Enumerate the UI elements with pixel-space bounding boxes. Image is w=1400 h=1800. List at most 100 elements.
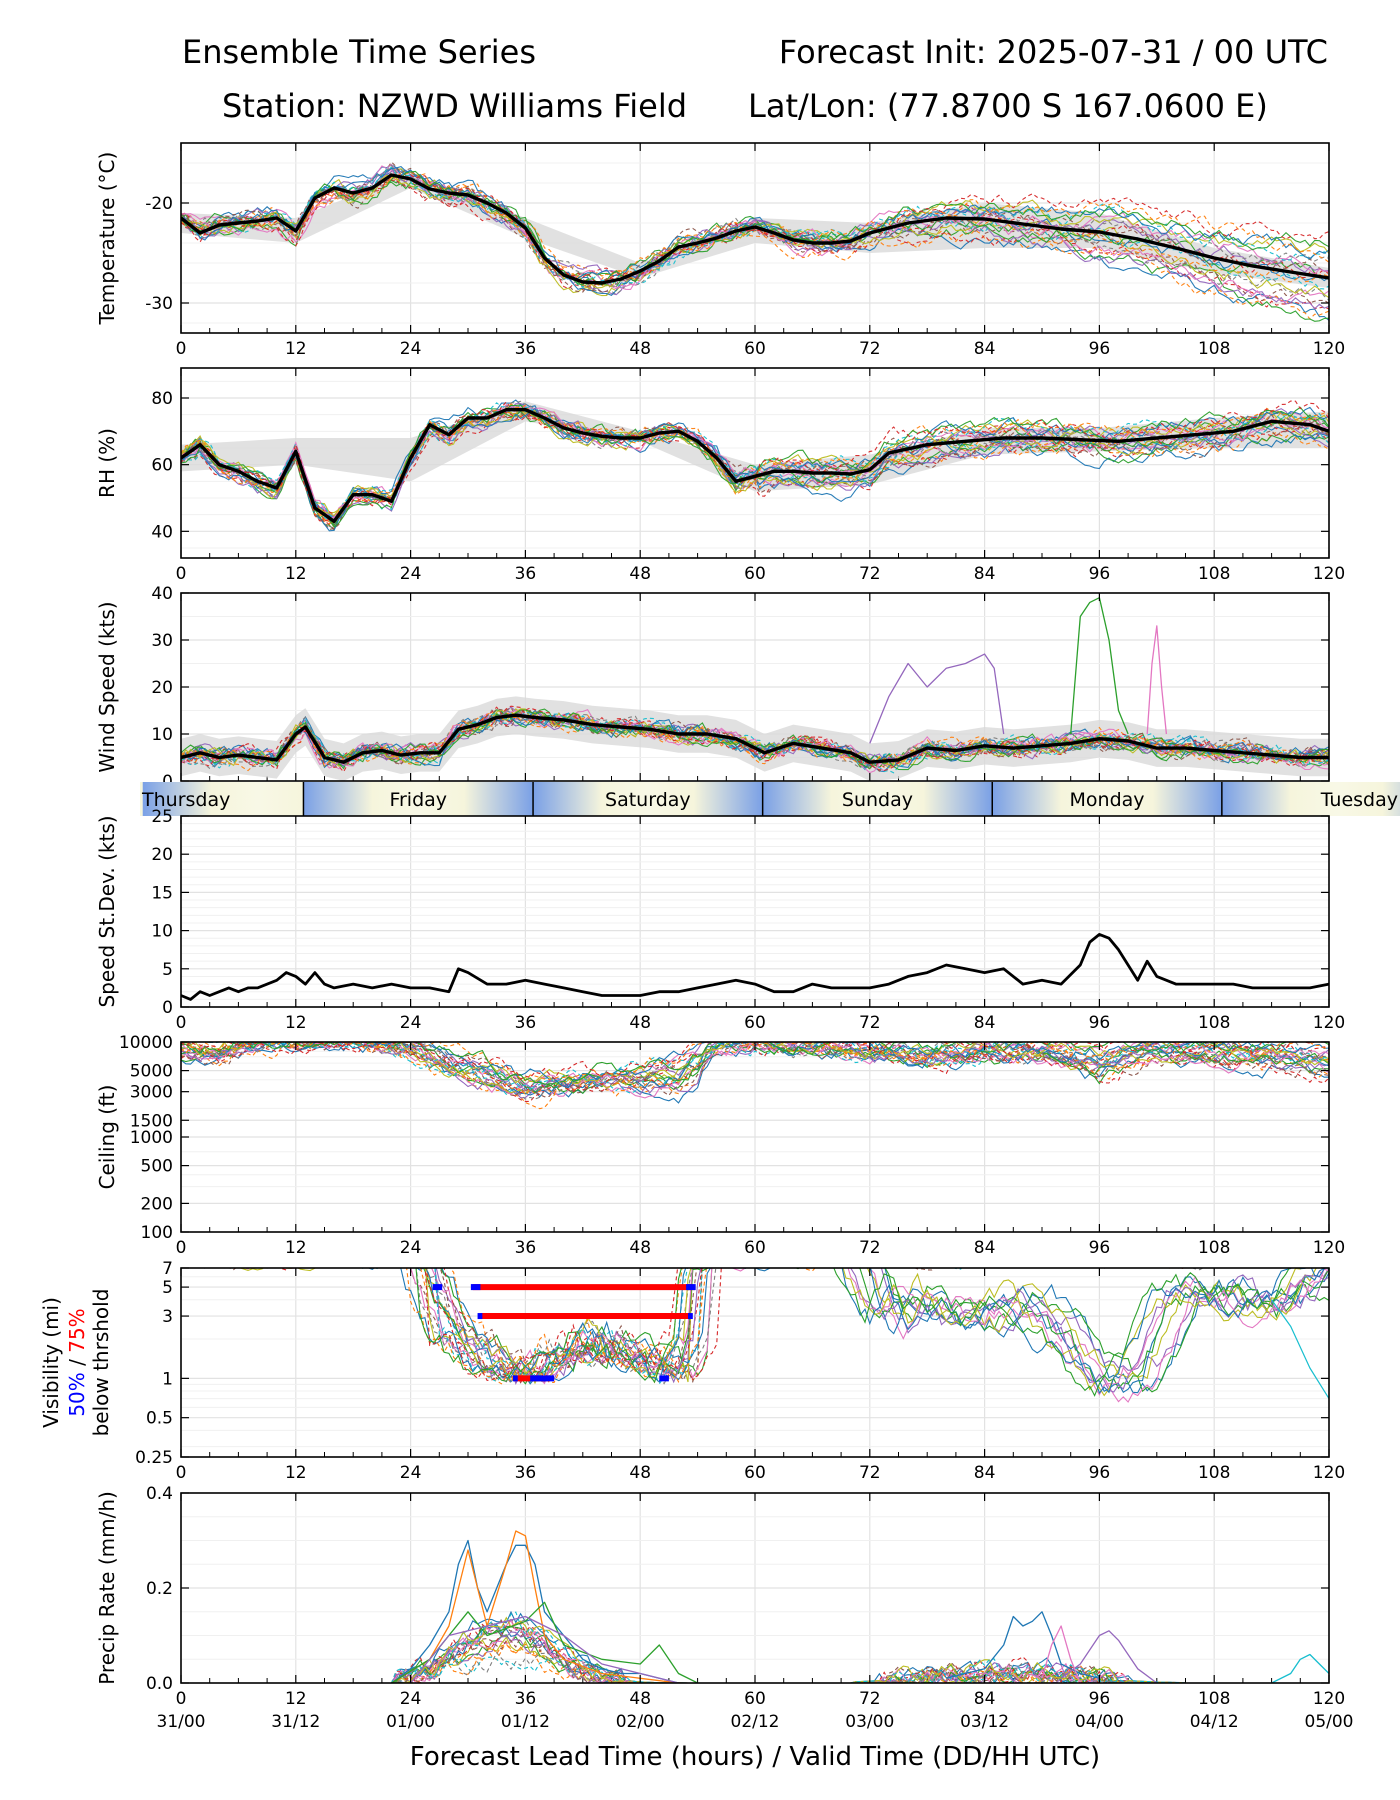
y-tick-label: 3 <box>162 1307 173 1327</box>
x-time-label: 05/00 <box>1305 1712 1354 1732</box>
x-tick-label: 60 <box>744 339 766 359</box>
percent-sep: / <box>65 1353 89 1372</box>
precip-member-line <box>946 1611 1100 1679</box>
x-tick-label: 108 <box>1198 564 1230 584</box>
x-tick-label: 48 <box>629 1238 651 1258</box>
x-time-label: 31/00 <box>157 1712 206 1732</box>
y-axis-label-percent: 50% / 75% <box>65 1308 89 1416</box>
rh-series <box>181 399 1329 532</box>
x-tick-label: 120 <box>1313 1238 1345 1258</box>
y-tick-label: 40 <box>151 584 173 604</box>
ensemble-member-line <box>274 1268 1329 1393</box>
x-tick-label: 36 <box>515 1463 537 1483</box>
day-segment <box>1221 782 1400 816</box>
x-tick-label: 84 <box>974 1463 996 1483</box>
y-axis-label: Speed St.Dev. (kts) <box>95 815 119 1007</box>
y-tick-label: 10000 <box>119 1033 173 1053</box>
x-time-label: 04/00 <box>1075 1712 1124 1732</box>
x-tick-label: 84 <box>974 1013 996 1033</box>
ensemble-member-line <box>181 1616 1329 1683</box>
x-tick-label: 60 <box>744 1013 766 1033</box>
x-tick-label: 108 <box>1198 1463 1230 1483</box>
x-time-label: 02/00 <box>616 1712 665 1732</box>
precip-member-line <box>1041 1625 1081 1683</box>
precip-panel: 0 12 24 36 48 60 72 84 96 108 120 0.0 0.2 0.4 Precip R… <box>95 1484 1354 1772</box>
x-tick-label: 24 <box>400 1689 422 1709</box>
x-tick-label: 72 <box>859 1013 881 1033</box>
x-time-label: 04/12 <box>1190 1712 1239 1732</box>
visibility-panel: 0 12 24 36 48 60 72 84 96 108 120 0.25 0.5 1 3 57 Visibi… <box>39 1259 1345 1483</box>
x-time-label: 02/12 <box>731 1712 780 1732</box>
x-tick-label: 36 <box>515 1013 537 1033</box>
y-axis-label: Visibility (mi) <box>39 1297 63 1428</box>
day-label: Friday <box>389 789 447 811</box>
y-tick-label: 0.0 <box>146 1674 173 1694</box>
x-tick-label: 72 <box>859 1689 881 1709</box>
y-axis-label: Ceiling (ft) <box>95 1085 119 1190</box>
y-tick-label: 40 <box>151 522 173 542</box>
x-tick-label: 24 <box>400 339 422 359</box>
latlon-label: Lat/Lon: (77.8700 S 167.0600 E) <box>748 87 1268 125</box>
y-axis-label-threshold: below thrshold <box>89 1289 113 1437</box>
x-tick-label: 84 <box>974 339 996 359</box>
ensemble-member-line <box>181 1042 1329 1089</box>
ensemble-member-line <box>181 400 1329 522</box>
panels: 0 12 24 36 48 60 72 84 96 108 120-20-30Temperature… <box>39 142 1400 1772</box>
ensemble-member-line <box>295 1268 1326 1395</box>
x-tick-label: 72 <box>859 339 881 359</box>
x-tick-label: 12 <box>285 339 307 359</box>
day-segment <box>533 782 763 816</box>
ensemble-member-line <box>181 171 1329 287</box>
temperature-series <box>181 161 1329 322</box>
ensemble-member-line <box>220 1268 1329 1403</box>
x-tick-label: 36 <box>515 339 537 359</box>
x-tick-label: 108 <box>1198 1689 1230 1709</box>
x-tick-label: 48 <box>629 1463 651 1483</box>
y-tick-label: 80 <box>151 389 173 409</box>
ensemble-mean-line <box>181 173 1329 285</box>
x-tick-label: 72 <box>859 564 881 584</box>
stdev-line <box>180 933 1330 1001</box>
temperature-panel: 0 12 24 36 48 60 72 84 96 108 120 -20 -30 Temperature… <box>95 142 1345 359</box>
y-tick-label: 25 <box>151 807 173 827</box>
precip-member-line <box>391 1601 698 1683</box>
day-label: Tuesday <box>1320 789 1398 811</box>
precip-member-line <box>410 1615 679 1683</box>
x-tick-label: 48 <box>629 564 651 584</box>
ensemble-member-line <box>415 1268 1290 1397</box>
x-tick-label: 0 <box>176 339 187 359</box>
ensemble-member-line <box>238 1268 1325 1397</box>
x-tick-label: 60 <box>744 1689 766 1709</box>
x-tick-label: 0 <box>176 1013 187 1033</box>
x-tick-label: 72 <box>859 1238 881 1258</box>
x-tick-label: 72 <box>859 1463 881 1483</box>
x-tick-label: 48 <box>629 1013 651 1033</box>
wind-speed-panel: 010203040Wind Speed (kts) <box>95 584 1330 792</box>
ensemble-member-line <box>181 705 1329 771</box>
y-tick-label: 0 <box>162 998 173 1018</box>
y-tick-label: 200 <box>141 1194 173 1214</box>
day-bar: Thursday Friday Saturday Sunday Monday Tuesda… <box>140 782 1400 816</box>
y-tick-label: -30 <box>145 294 173 314</box>
x-axis-label: Forecast Lead Time (hours) / Valid Time … <box>410 1742 1100 1772</box>
ensemble-member-line <box>441 1268 1329 1394</box>
ceiling-panel: 0 12 24 36 48 60 72 84 96 108 120 100 200 500 10001500… <box>95 1033 1345 1258</box>
x-tick-label: 48 <box>629 1689 651 1709</box>
x-tick-label: 96 <box>1089 1238 1111 1258</box>
ensemble-member-line <box>181 163 1329 290</box>
y-tick-label: 100 <box>141 1223 173 1243</box>
x-tick-label: 12 <box>285 1238 307 1258</box>
y-tick-label: 10 <box>151 922 173 942</box>
y-tick-label: 30 <box>151 631 173 651</box>
outlier-member-line <box>1146 625 1168 735</box>
ensemble-member-line <box>181 405 1329 519</box>
day-label: Sunday <box>842 789 913 811</box>
x-time-label: 03/00 <box>845 1712 894 1732</box>
y-tick-label: 10 <box>151 725 173 745</box>
precip-member-line <box>1060 1630 1158 1683</box>
percent-75: 75% <box>65 1308 89 1352</box>
y-tick-label: 15 <box>151 883 173 903</box>
x-tick-label: 108 <box>1198 1013 1230 1033</box>
station-label: Station: NZWD Williams Field <box>222 87 687 125</box>
y-tick-label: 20 <box>151 845 173 865</box>
